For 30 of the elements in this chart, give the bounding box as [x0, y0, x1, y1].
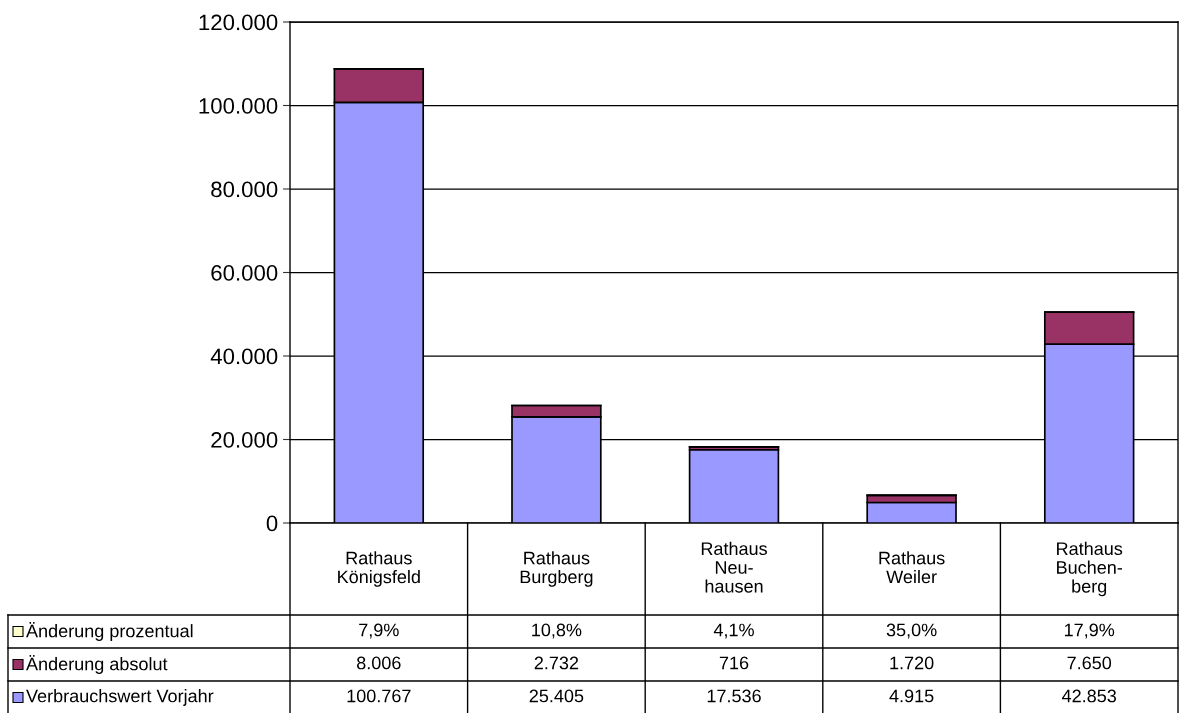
x-tick-label: Rathaus Königsfeld — [338, 551, 420, 587]
data-label: 100.767 — [347, 689, 411, 703]
data-label: 1.720 — [890, 656, 934, 670]
y-tick-label: 0 — [266, 515, 278, 532]
legend-label: Verbrauchswert Vorjahr — [26, 689, 214, 706]
y-tick-label: 100.000 — [199, 98, 278, 114]
legend-label: Änderung prozentual — [26, 622, 193, 641]
y-tick-label: 40.000 — [210, 348, 278, 365]
y-tick-label: 60.000 — [211, 265, 278, 281]
data-label: 35,0% — [886, 623, 937, 639]
x-tick-label: Rathaus Buchen- berg — [1057, 541, 1123, 597]
y-tick-label: 80.000 — [211, 181, 278, 198]
x-tick-label: Rathaus Burgberg — [520, 551, 593, 587]
data-label: 7,9% — [359, 623, 399, 639]
data-label: 17.536 — [707, 689, 761, 703]
data-label: 4,1% — [713, 623, 754, 639]
data-label: 10,8% — [532, 623, 582, 639]
data-label: 17,9% — [1064, 623, 1115, 639]
x-tick-label: Rathaus Weiler — [879, 551, 945, 584]
data-label: 2.732 — [534, 656, 579, 670]
data-label: 8.006 — [357, 656, 401, 670]
y-tick-label: 120.000 — [199, 14, 278, 31]
data-label: 42.853 — [1062, 689, 1117, 703]
data-label: 25.405 — [529, 689, 584, 703]
y-tick-label: 20.000 — [211, 432, 278, 448]
legend-label: Änderung absolut — [26, 655, 168, 674]
data-label: 7.650 — [1067, 656, 1112, 670]
data-label: 716 — [719, 656, 749, 670]
x-tick-label: Rathaus Neu- hausen — [701, 541, 767, 593]
data-label: 4.915 — [889, 689, 934, 703]
